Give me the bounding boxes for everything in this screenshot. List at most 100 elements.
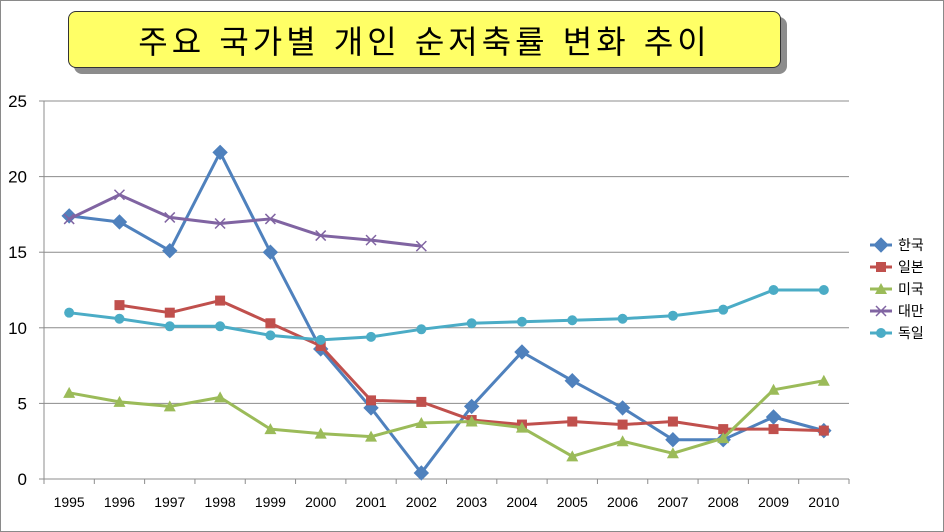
series-line (68, 193, 422, 248)
data-point (617, 419, 628, 430)
series-5 (64, 285, 829, 345)
x-tick-label: 1995 (54, 494, 85, 510)
x-tick-label: 2002 (406, 494, 437, 510)
series-2 (114, 295, 829, 436)
legend-label: 일본 (898, 260, 924, 276)
x-tick-label: 2008 (708, 494, 739, 510)
data-point (113, 189, 125, 201)
data-point (265, 330, 276, 341)
data-point (617, 313, 628, 324)
data-point (63, 386, 76, 398)
data-point (515, 421, 528, 433)
y-tick-label: 10 (8, 319, 27, 338)
data-point (718, 304, 729, 315)
legend-item: 대만 (870, 304, 924, 320)
series-4 (63, 189, 427, 252)
data-point (64, 307, 75, 318)
data-point (817, 374, 830, 386)
data-point (717, 432, 730, 444)
x-tick-label: 1996 (104, 494, 135, 510)
legend-label: 한국 (898, 238, 924, 254)
data-point (614, 400, 631, 416)
data-point (516, 316, 527, 327)
data-point (164, 321, 175, 332)
legend-label: 미국 (898, 282, 924, 298)
data-point (667, 310, 678, 321)
data-point (214, 217, 226, 230)
data-point (666, 447, 679, 459)
data-point (63, 213, 75, 225)
data-point (768, 285, 779, 295)
x-tick-label: 2006 (607, 494, 638, 510)
legend-label: 대만 (898, 304, 924, 320)
y-tick-label: 15 (8, 243, 27, 262)
data-point (416, 324, 427, 335)
data-point (567, 416, 578, 427)
data-point (164, 211, 176, 223)
y-tick-label: 25 (8, 92, 27, 111)
x-tick-label: 2010 (808, 494, 839, 510)
y-tick-label: 0 (18, 470, 27, 489)
legend-marker (873, 237, 889, 253)
x-tick-label: 1998 (205, 494, 236, 510)
y-tick-label: 20 (8, 168, 27, 187)
legend-marker (876, 262, 886, 272)
data-point (262, 244, 279, 260)
x-tick-label: 2001 (355, 494, 386, 510)
data-point (314, 427, 327, 439)
data-point (214, 391, 227, 403)
data-point (767, 383, 780, 395)
data-point (315, 334, 326, 345)
data-point (465, 415, 478, 427)
legend-marker (875, 283, 887, 294)
data-point (566, 450, 579, 462)
data-point (215, 295, 226, 306)
data-point (564, 373, 580, 389)
data-point (768, 424, 779, 435)
data-point (315, 340, 326, 351)
data-point (415, 417, 428, 429)
data-point (413, 465, 430, 481)
data-point (61, 208, 77, 224)
data-point (466, 318, 477, 329)
data-point (162, 242, 178, 259)
data-point (718, 424, 729, 435)
data-point (264, 213, 276, 225)
series-line (68, 379, 825, 458)
legend-item: 일본 (870, 260, 924, 276)
x-tick-label: 1999 (255, 494, 286, 510)
data-point (163, 400, 176, 412)
data-point (416, 396, 427, 407)
title-box: 주요 국가별 개인 순저축률 변화 추이 (68, 11, 781, 68)
data-point (215, 321, 226, 332)
data-point (365, 234, 377, 246)
y-tick-label: 5 (18, 394, 27, 413)
legend-marker (876, 328, 886, 338)
legend-item: 독일 (870, 326, 924, 342)
data-point (111, 214, 128, 230)
data-point (514, 344, 530, 360)
series-3 (63, 374, 830, 462)
data-point (567, 315, 578, 326)
series-line (68, 288, 824, 342)
data-point (164, 307, 175, 318)
data-point (113, 395, 126, 407)
x-tick-label: 2004 (506, 494, 537, 510)
data-point (415, 240, 427, 252)
data-point (315, 230, 327, 242)
data-point (114, 313, 125, 324)
x-tick-label: 1997 (154, 494, 185, 510)
series-1 (61, 144, 832, 481)
data-point (765, 409, 782, 425)
series-line (68, 150, 825, 475)
data-point (616, 435, 629, 447)
data-point (114, 300, 125, 311)
data-point (818, 425, 829, 436)
chart-title: 주요 국가별 개인 순저축률 변화 추이 (138, 22, 711, 61)
legend-item: 미국 (870, 282, 924, 298)
data-point (366, 395, 377, 406)
data-point (265, 318, 276, 329)
x-tick-label: 2009 (758, 494, 789, 510)
x-tick-label: 2007 (657, 494, 688, 510)
